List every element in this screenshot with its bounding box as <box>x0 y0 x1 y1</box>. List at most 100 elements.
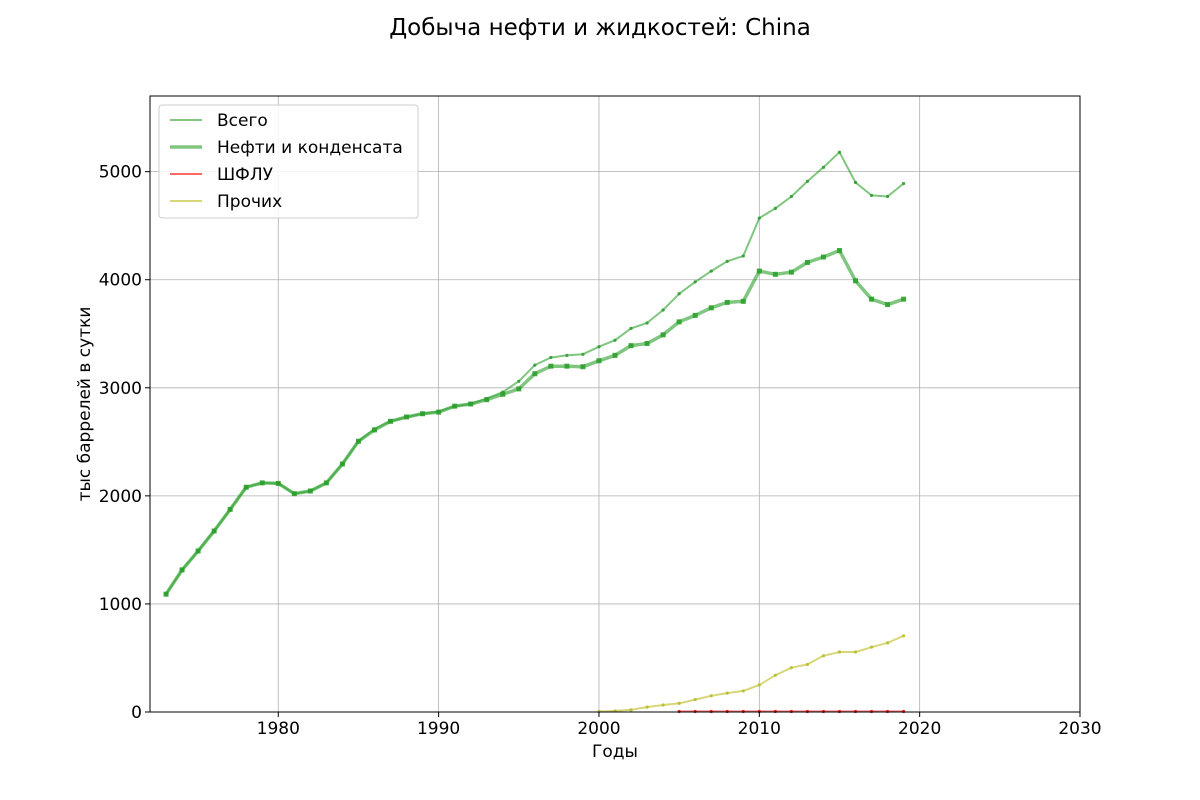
data-point <box>628 343 634 349</box>
data-point <box>629 326 633 330</box>
data-point <box>596 358 602 364</box>
data-point <box>500 391 506 397</box>
data-point <box>853 650 858 654</box>
data-point <box>821 165 826 169</box>
data-point <box>452 403 458 409</box>
data-point <box>805 709 810 714</box>
data-point <box>693 697 697 702</box>
data-point <box>902 634 906 638</box>
data-point <box>420 411 426 417</box>
data-point <box>773 673 777 677</box>
data-point <box>885 194 890 199</box>
data-point <box>243 484 249 490</box>
data-point <box>163 591 169 597</box>
data-point <box>773 709 777 714</box>
data-point <box>789 194 793 199</box>
data-point <box>388 418 394 424</box>
data-point <box>853 278 859 284</box>
data-point <box>869 193 874 198</box>
data-point <box>885 709 890 714</box>
data-point <box>821 709 826 714</box>
x-tick-label: 2020 <box>898 719 941 739</box>
data-point <box>805 179 810 183</box>
data-point <box>709 269 713 273</box>
data-point <box>836 248 842 254</box>
data-point <box>580 364 586 370</box>
data-point <box>869 296 875 302</box>
data-point <box>517 379 521 383</box>
data-point <box>741 709 745 714</box>
series-line-1 <box>164 248 905 596</box>
data-point <box>612 352 618 358</box>
data-point <box>259 480 265 486</box>
data-point <box>869 645 874 649</box>
data-point <box>741 689 745 693</box>
data-point <box>484 397 490 403</box>
data-point <box>853 180 858 185</box>
data-point <box>902 709 906 714</box>
x-tick-label: 2010 <box>738 719 781 739</box>
legend-label: Прочих <box>217 192 282 212</box>
data-point <box>371 427 377 433</box>
chart-title: Добыча нефти и жидкостей: China <box>389 15 811 41</box>
data-point <box>789 709 793 714</box>
data-point <box>533 363 537 367</box>
data-point <box>820 254 826 260</box>
data-point <box>885 641 890 645</box>
data-point <box>708 305 714 311</box>
data-point <box>661 308 665 312</box>
data-point <box>724 299 730 305</box>
data-point <box>549 355 553 360</box>
data-point <box>404 414 410 420</box>
data-point <box>645 321 649 325</box>
series-2 <box>677 709 906 714</box>
data-point <box>804 259 810 265</box>
data-point <box>291 491 297 497</box>
data-point <box>532 371 538 377</box>
y-axis-label: тыс баррелей в сутки <box>75 307 95 502</box>
data-point <box>789 666 793 670</box>
data-point <box>677 701 681 705</box>
data-point <box>227 506 233 512</box>
data-point <box>597 345 601 349</box>
data-point <box>805 662 810 667</box>
data-point <box>339 461 345 467</box>
data-point <box>677 709 681 714</box>
data-point <box>692 312 698 318</box>
data-point <box>660 332 666 338</box>
data-point <box>516 386 522 392</box>
y-tick-label: 2000 <box>99 487 142 507</box>
data-point <box>773 206 777 210</box>
data-point <box>869 709 874 714</box>
x-tick-label: 1990 <box>417 719 460 739</box>
data-point <box>901 296 907 302</box>
data-point <box>644 340 650 346</box>
y-tick-label: 1000 <box>99 595 142 615</box>
data-point <box>902 181 906 186</box>
data-point <box>548 363 554 369</box>
data-point <box>211 528 217 534</box>
data-point <box>853 709 858 714</box>
legend-label: ШФЛУ <box>217 165 274 185</box>
data-point <box>355 438 361 444</box>
data-point <box>741 254 745 258</box>
data-point <box>740 298 746 304</box>
data-point <box>661 703 665 707</box>
data-point <box>436 409 442 415</box>
data-point <box>676 319 682 325</box>
data-point <box>772 271 778 277</box>
data-point <box>677 292 681 296</box>
data-point <box>629 708 633 712</box>
data-point <box>645 705 649 709</box>
data-point <box>581 352 585 356</box>
data-point <box>725 691 729 695</box>
series-3 <box>597 634 906 714</box>
x-tick-label: 1980 <box>257 719 300 739</box>
data-point <box>756 268 762 274</box>
data-point <box>725 259 729 263</box>
data-point <box>564 363 570 369</box>
data-point <box>885 302 891 308</box>
legend-box <box>158 104 419 219</box>
y-tick-label: 4000 <box>99 271 142 291</box>
